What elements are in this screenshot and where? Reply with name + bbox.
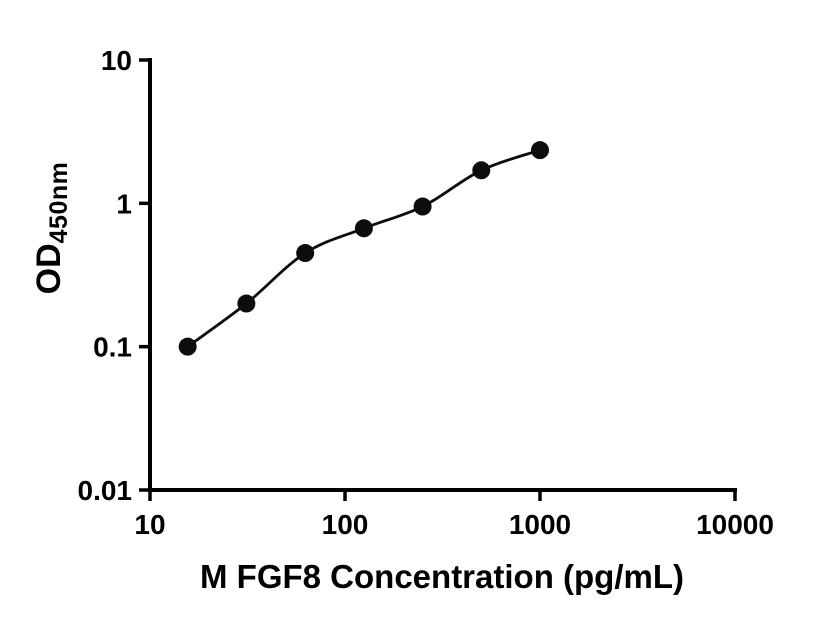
x-axis-tick-label: 10 <box>134 509 165 540</box>
data-point <box>472 161 491 180</box>
data-point <box>178 337 197 356</box>
x-axis-tick-label: 10000 <box>696 509 774 540</box>
data-point <box>531 141 549 160</box>
y-axis-title-subscript: 450nm <box>45 161 73 244</box>
x-axis-tick-label: 100 <box>322 509 369 540</box>
x-axis-title: M FGF8 Concentration (pg/mL) <box>200 558 684 595</box>
data-point <box>296 244 315 263</box>
y-axis-tick-label: 1 <box>116 188 132 219</box>
y-axis-title-main: OD <box>30 243 68 295</box>
y-axis-tick-label: 0.01 <box>78 475 133 506</box>
y-axis-title: OD450nm <box>30 162 74 295</box>
axis-lines <box>148 58 737 492</box>
x-axis-tick-label: 1000 <box>509 509 571 540</box>
data-point <box>354 219 373 238</box>
data-point <box>413 197 432 216</box>
fit-curve <box>186 148 541 348</box>
data-point <box>237 294 256 313</box>
y-axis-tick-label: 0.1 <box>93 332 132 363</box>
y-axis-tick-label: 10 <box>101 45 132 76</box>
